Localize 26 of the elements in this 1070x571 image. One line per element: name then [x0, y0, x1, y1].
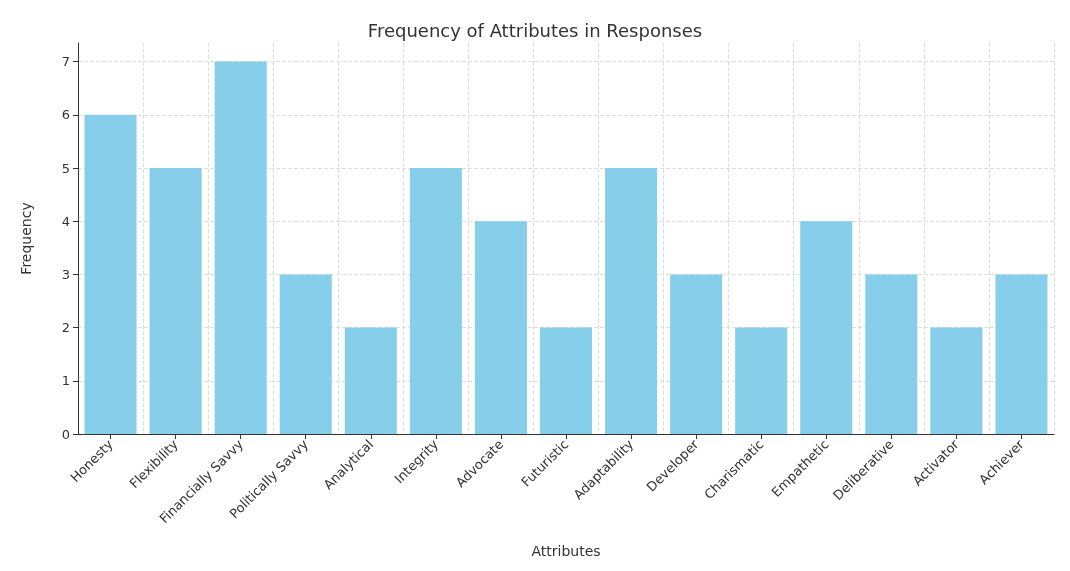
y-tick-label: 5 — [61, 160, 70, 176]
bar — [539, 327, 593, 434]
bar — [149, 168, 202, 434]
bar — [800, 221, 853, 434]
bar — [605, 168, 658, 434]
y-tick-label: 6 — [61, 107, 70, 123]
bar — [930, 327, 983, 434]
y-tick-label: 2 — [61, 320, 70, 336]
bar — [84, 114, 137, 434]
bar — [995, 274, 1048, 434]
bar — [279, 274, 332, 434]
y-tick-label: 1 — [61, 373, 70, 389]
bar — [670, 274, 723, 434]
y-axis-title: Frequency — [18, 202, 34, 275]
y-tick-label: 0 — [61, 426, 70, 442]
bar — [344, 327, 397, 434]
chart-title: Frequency of Attributes in Responses — [367, 19, 703, 41]
x-axis-title: Attributes — [531, 543, 601, 559]
bar — [865, 274, 918, 434]
bar — [214, 61, 267, 434]
y-tick-label: 7 — [61, 54, 70, 70]
y-tick-label: 4 — [61, 213, 70, 229]
y-tick-label: 3 — [61, 266, 70, 282]
bar — [735, 327, 788, 434]
bar — [409, 168, 462, 434]
bar — [474, 221, 527, 434]
